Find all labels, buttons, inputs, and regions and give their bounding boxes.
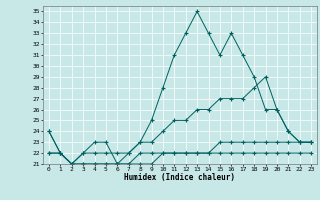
X-axis label: Humidex (Indice chaleur): Humidex (Indice chaleur): [124, 173, 236, 182]
